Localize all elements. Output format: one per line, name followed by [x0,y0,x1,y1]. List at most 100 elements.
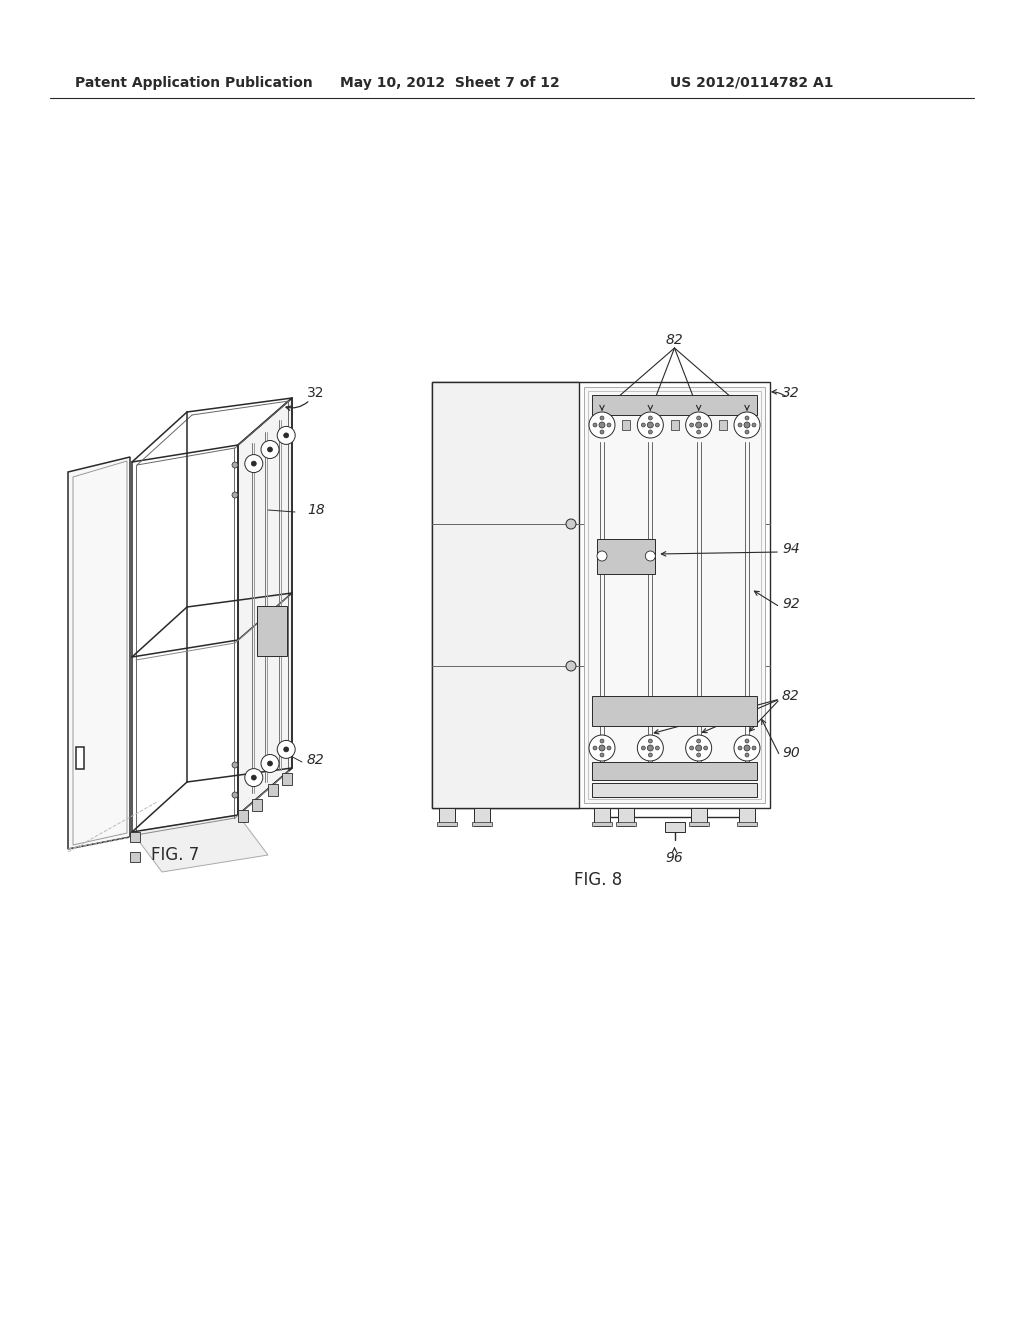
Circle shape [600,752,604,756]
Circle shape [278,426,295,445]
Circle shape [745,416,749,420]
Circle shape [744,744,750,751]
Circle shape [648,752,652,756]
Circle shape [695,744,701,751]
Circle shape [251,461,256,466]
Circle shape [690,746,693,750]
Circle shape [752,422,756,426]
Bar [597,539,655,574]
Circle shape [566,661,575,671]
Text: 32: 32 [307,385,325,400]
Polygon shape [68,457,130,849]
Circle shape [752,746,756,750]
Bar [592,395,757,414]
Bar [130,851,140,862]
Bar [437,822,457,826]
Text: 96: 96 [666,851,683,865]
Bar [76,747,84,770]
Circle shape [600,430,604,434]
Circle shape [738,422,742,426]
Text: Patent Application Publication: Patent Application Publication [75,77,312,90]
Circle shape [637,412,664,438]
Circle shape [744,422,750,428]
Text: US 2012/0114782 A1: US 2012/0114782 A1 [670,77,834,90]
Circle shape [648,416,652,420]
Bar [737,822,757,826]
Circle shape [745,430,749,434]
Circle shape [696,752,700,756]
Circle shape [686,735,712,762]
Circle shape [648,739,652,743]
Circle shape [245,768,263,787]
Bar [588,391,761,799]
Text: 92: 92 [782,597,800,611]
Bar [739,808,755,826]
Circle shape [607,422,611,426]
Circle shape [645,550,655,561]
Bar [282,772,292,784]
Text: FIG. 8: FIG. 8 [573,871,623,888]
Text: 18: 18 [307,503,325,517]
Circle shape [745,752,749,756]
Circle shape [593,422,597,426]
Circle shape [599,744,605,751]
Circle shape [738,746,742,750]
Circle shape [703,746,708,750]
Bar [252,799,262,810]
Circle shape [589,412,615,438]
Circle shape [284,433,289,438]
Bar [130,832,140,842]
Circle shape [647,422,653,428]
Text: 82: 82 [666,333,683,347]
Circle shape [232,492,238,498]
Bar [690,808,707,826]
Polygon shape [238,399,292,814]
Text: 94: 94 [782,543,800,556]
Circle shape [696,739,700,743]
Circle shape [696,430,700,434]
Circle shape [686,412,712,438]
Bar [257,606,287,656]
Bar [592,696,757,726]
Circle shape [600,739,604,743]
Text: 90: 90 [782,746,800,760]
Bar [623,420,630,430]
Bar [719,420,727,430]
Circle shape [734,735,760,762]
Circle shape [607,746,611,750]
Circle shape [599,422,605,428]
Bar [268,784,279,796]
Text: 32: 32 [782,385,800,400]
Circle shape [232,462,238,469]
Circle shape [655,746,659,750]
Circle shape [703,422,708,426]
Text: May 10, 2012  Sheet 7 of 12: May 10, 2012 Sheet 7 of 12 [340,77,560,90]
Bar [592,822,612,826]
Circle shape [695,422,701,428]
Bar [616,822,636,826]
Circle shape [251,775,256,780]
Bar [671,420,679,430]
Circle shape [734,412,760,438]
Circle shape [267,447,272,451]
Bar [474,808,490,826]
Circle shape [593,746,597,750]
Circle shape [647,744,653,751]
Bar [689,822,709,826]
Circle shape [232,762,238,768]
Circle shape [284,747,289,752]
Bar [432,381,579,808]
Circle shape [267,762,272,766]
Circle shape [278,741,295,759]
Circle shape [232,792,238,799]
Circle shape [597,550,607,561]
Circle shape [648,430,652,434]
Circle shape [641,746,645,750]
Circle shape [261,755,279,772]
Polygon shape [132,814,268,873]
Circle shape [589,735,615,762]
Circle shape [637,735,664,762]
Circle shape [696,416,700,420]
Circle shape [655,422,659,426]
Bar [432,381,770,808]
